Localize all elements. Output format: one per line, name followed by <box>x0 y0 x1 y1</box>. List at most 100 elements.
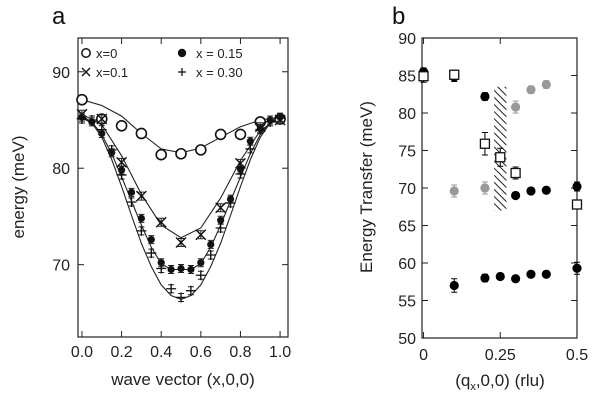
data-point <box>214 128 227 141</box>
x-tick-label: 0.5 <box>566 347 588 364</box>
x-tick-label: 1.0 <box>269 344 291 361</box>
y-tick-label: 55 <box>398 294 416 311</box>
data-point <box>137 214 145 222</box>
legend-label-x030: x = 0.30 <box>196 65 243 80</box>
data-point <box>106 144 117 155</box>
data-point <box>176 292 187 303</box>
data-point <box>418 71 429 82</box>
data-point <box>167 265 175 274</box>
y-tick-label: 90 <box>398 31 416 48</box>
data-point <box>146 248 157 259</box>
data-point <box>480 183 490 193</box>
panel-b-xlabel-main: (q <box>455 371 470 390</box>
y-tick-label: 70 <box>398 181 416 198</box>
data-point <box>86 114 97 125</box>
data-point <box>215 202 227 214</box>
panel-b-xlabel-rest: ,0,0) (rlu) <box>476 371 545 390</box>
data-point <box>147 235 155 244</box>
data-point <box>155 216 167 228</box>
y-tick-label: 90 <box>52 65 70 82</box>
data-point <box>126 196 137 207</box>
data-point <box>177 264 185 273</box>
panel-a-label: a <box>52 3 66 30</box>
panel-b-ylabel: Energy Transfer (meV) <box>357 101 376 273</box>
data-point <box>187 265 195 274</box>
legend-marker-x015 <box>177 48 187 58</box>
data-point <box>541 79 551 90</box>
panel-b-xlabel-sub: x <box>470 381 476 393</box>
data-point <box>265 116 276 127</box>
panel-b-data-points <box>418 67 583 293</box>
panel-a-xlabel: wave vector (x,0,0) <box>110 370 255 389</box>
panel-a-data-points <box>76 93 286 303</box>
x-tick-label: 0.25 <box>485 347 516 364</box>
panel-b: b 0 0.25 0.5 50 55 60 65 70 75 80 85 90 (qx,0,0) (r… <box>357 3 588 393</box>
y-tick-label: 75 <box>398 144 416 161</box>
data-point <box>449 69 460 80</box>
x-tick-label: 0.8 <box>229 344 251 361</box>
data-point <box>185 285 196 296</box>
data-point <box>155 148 168 161</box>
data-point <box>234 128 247 141</box>
y-tick-label: 80 <box>52 161 70 178</box>
data-point <box>195 144 207 156</box>
data-point <box>480 91 490 102</box>
data-point <box>541 269 551 279</box>
legend-label-x0: x=0 <box>96 46 117 61</box>
data-point <box>175 147 187 160</box>
data-point <box>207 240 215 249</box>
y-tick-label: 60 <box>398 256 416 273</box>
legend-label-x015: x = 0.15 <box>196 46 243 61</box>
data-point <box>571 199 583 210</box>
data-point <box>115 119 128 132</box>
data-point <box>166 283 177 294</box>
data-point <box>526 186 536 196</box>
data-point <box>541 185 551 195</box>
y-tick-label: 80 <box>398 106 416 123</box>
y-tick-label: 70 <box>52 258 70 275</box>
x-tick-label: 0 <box>419 347 428 364</box>
data-point <box>156 263 167 274</box>
panel-b-xlabel: (qx,0,0) (rlu) <box>455 371 545 393</box>
data-point <box>510 167 521 179</box>
data-point <box>76 114 87 125</box>
data-point <box>449 280 459 291</box>
data-point <box>479 138 491 149</box>
data-point <box>225 197 236 208</box>
data-point <box>127 188 136 196</box>
data-point <box>511 102 521 112</box>
panel-a-legend: x=0 x=0.1 x = 0.15 x = 0.30 <box>81 46 243 80</box>
data-point <box>511 190 521 201</box>
x-tick-label: 0.2 <box>110 344 132 361</box>
data-point <box>275 113 286 124</box>
legend-label-x01: x=0.1 <box>96 65 128 80</box>
x-tick-label: 0.6 <box>190 344 212 361</box>
legend-marker-x030 <box>178 68 186 76</box>
data-point <box>135 127 148 140</box>
x-tick-label: 0.4 <box>150 344 172 361</box>
panel-a-frame <box>77 37 289 338</box>
data-point <box>572 263 582 273</box>
data-point <box>526 85 536 95</box>
data-point <box>572 181 582 192</box>
data-point <box>96 124 107 135</box>
fit-curve <box>81 113 281 239</box>
legend-marker-x0 <box>81 48 91 58</box>
x-tick-label: 0.0 <box>71 344 93 361</box>
data-point <box>511 274 521 284</box>
data-point <box>205 250 216 261</box>
y-tick-label: 65 <box>398 219 416 236</box>
data-point <box>136 225 147 236</box>
data-point <box>197 259 205 267</box>
data-point <box>235 168 246 179</box>
data-point <box>234 157 246 169</box>
y-tick-label: 85 <box>398 69 416 86</box>
data-point <box>195 270 206 281</box>
legend-marker-x01 <box>81 67 91 77</box>
data-point <box>480 273 490 283</box>
panel-b-label: b <box>392 3 405 30</box>
data-point <box>116 156 128 168</box>
data-point <box>449 186 459 196</box>
panel-b-ticks: 0 0.25 0.5 50 55 60 65 70 75 80 85 90 <box>398 31 588 364</box>
